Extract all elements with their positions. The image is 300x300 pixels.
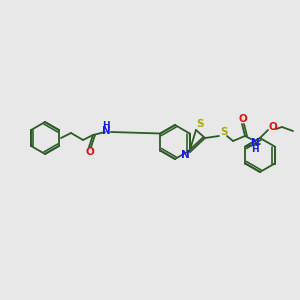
Text: O: O xyxy=(238,114,247,124)
Text: N: N xyxy=(102,126,110,136)
Text: N: N xyxy=(181,150,189,160)
Text: O: O xyxy=(85,147,94,157)
Text: N: N xyxy=(250,138,260,148)
Text: H: H xyxy=(102,121,110,130)
Text: S: S xyxy=(196,119,204,129)
Text: S: S xyxy=(220,127,228,137)
Text: O: O xyxy=(268,122,278,132)
Text: H: H xyxy=(251,145,259,154)
